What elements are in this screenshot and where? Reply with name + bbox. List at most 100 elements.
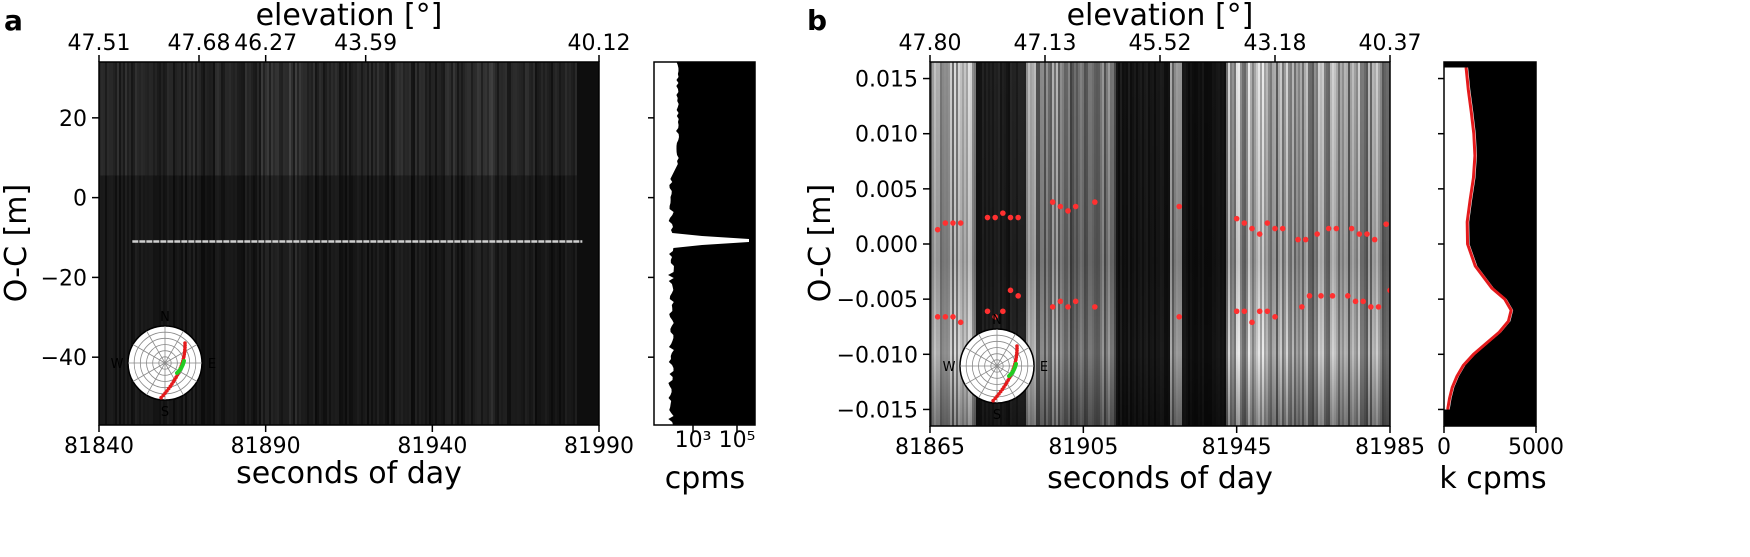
panel-a-stripe-upper [211, 62, 213, 176]
panel-a-stripe-upper [159, 62, 161, 176]
panel-a-stripe-lower [181, 175, 183, 425]
panel-b-y-tick-label: 0.015 [855, 68, 918, 93]
panel-b-red-point [1176, 314, 1182, 320]
panel-a-stripe-upper [501, 62, 503, 176]
panel-a-stripe-lower [169, 175, 171, 425]
panel-a-stripe-lower [559, 175, 561, 425]
panel-a-stripe-lower [563, 175, 565, 425]
panel-b-top-tick-label: 40.37 [1359, 31, 1422, 56]
panel-a-stripe-upper [567, 62, 569, 176]
panel-a-stripe-upper [169, 62, 171, 176]
panel-a-stripe-lower [143, 175, 145, 425]
panel-a-stripe-lower [185, 175, 187, 425]
panel-a-stripe-upper [511, 62, 513, 176]
panel-a-stripe-lower [305, 175, 307, 425]
panel-b-top-tick-label: 47.80 [899, 31, 962, 56]
panel-a-stripe-lower [279, 175, 281, 425]
panel-b-red-point [1360, 298, 1366, 305]
panel-a-stripe-upper [237, 62, 239, 176]
panel-a-stripe-upper [155, 62, 157, 176]
panel-a-stripe-lower [437, 175, 439, 425]
panel-a-stripe-lower [267, 175, 269, 425]
panel-a-stripe-lower [275, 175, 277, 425]
panel-b-red-point [1333, 225, 1340, 232]
panel-a-stripe-lower [415, 175, 417, 425]
panel-a-stripe-lower [207, 175, 209, 425]
panel-a-stripe-lower [221, 175, 223, 425]
panel-a-stripe-lower [507, 175, 509, 425]
panel-b-red-point [1015, 214, 1021, 221]
panel-a-stripe-lower [277, 175, 279, 425]
panel-a-stripe-lower [537, 175, 539, 425]
panel-b-side-xlabel: k cpms [1439, 461, 1546, 496]
panel-b-red-point [1272, 225, 1278, 232]
panel-a-stripe-lower [311, 175, 313, 425]
panel-a-stripe-upper [357, 62, 359, 176]
panel-a-stripe-lower [535, 175, 537, 425]
panel-b-red-point [957, 319, 964, 326]
panel-a-stripe-upper [351, 62, 353, 176]
panel-a-stripe-lower [235, 175, 237, 425]
panel-a-stripe-upper [195, 62, 197, 176]
panel-a-stripe-lower [237, 175, 239, 425]
panel-a-stripe-lower [217, 175, 219, 425]
panel-a-stripe-upper [337, 62, 339, 176]
panel-b-y-tick-label: 0.005 [855, 178, 918, 203]
panel-a-stripe-upper [345, 62, 347, 176]
panel-a-stripe-lower [553, 175, 555, 425]
panel-a-stripe-upper [329, 62, 331, 176]
panel-a-stripe-lower [449, 175, 451, 425]
panel-b-red-point [1264, 220, 1271, 226]
panel-a-stripe-upper [111, 62, 113, 176]
panel-a-stripe-lower [443, 175, 445, 425]
panel-a-stripe-lower [457, 175, 459, 425]
panel-a-stripe-upper [177, 62, 179, 176]
panel-a-stripe-upper [113, 62, 115, 176]
skyplot-east-label: E [208, 357, 216, 372]
panel-a-stripe-upper [165, 62, 167, 176]
panel-a-stripe-upper [231, 62, 233, 176]
panel-a-stripe-upper [391, 62, 393, 176]
panel-a-stripe-lower [309, 175, 311, 425]
panel-b-x-tick-label: 81985 [1355, 435, 1425, 460]
panel-b-red-point [1318, 293, 1324, 299]
panel-a-stripe-lower [377, 175, 379, 425]
panel-a-stripe-lower [117, 175, 119, 425]
panel-a-stripe-lower [215, 175, 217, 425]
panel-a-stripes [99, 62, 577, 425]
panel-a-stripe-lower [365, 175, 367, 425]
skyplot-north-label: N [992, 313, 1002, 328]
panel-a-stripe-lower [401, 175, 403, 425]
panel-a-stripe-upper [277, 62, 279, 176]
panel-a-stripe-lower [241, 175, 243, 425]
panel-a-stripe-upper [505, 62, 507, 176]
panel-a-stripe-lower [363, 175, 365, 425]
panel-a-stripe-upper [305, 62, 307, 176]
panel-a-stripe-upper [183, 62, 185, 176]
panel-a-stripe-upper [555, 62, 557, 176]
panel-a-stripe-upper [451, 62, 453, 176]
panel-a-stripe-upper [221, 62, 223, 176]
panel-a-stripe-upper [323, 62, 325, 176]
panel-a-stripe-lower [331, 175, 333, 425]
panel-a-side-profile [654, 62, 749, 425]
panel-a-stripe-lower [99, 175, 101, 425]
panel-a-stripe-lower [345, 175, 347, 425]
panel-a-stripe-lower [397, 175, 399, 425]
panel-a-stripe-upper [521, 62, 523, 176]
panel-a-stripe-lower [111, 175, 113, 425]
panel-a-stripe-upper [361, 62, 363, 176]
panel-a-stripe-lower [555, 175, 557, 425]
panel-a-stripe-upper [219, 62, 221, 176]
panel-a-stripe-lower [271, 175, 273, 425]
panel-a-stripe-upper [447, 62, 449, 176]
panel-a-stripe-upper [331, 62, 333, 176]
panel-a-letter: a [4, 4, 23, 37]
panel-a-stripe-upper [367, 62, 369, 176]
panel-a-stripe-upper [205, 62, 207, 176]
panel-a-stripe-upper [541, 62, 543, 176]
panel-a-stripe-lower [541, 175, 543, 425]
panel-a-stripe-lower [341, 175, 343, 425]
panel-a-stripe-upper [397, 62, 399, 176]
panel-a-stripe-upper [421, 62, 423, 176]
